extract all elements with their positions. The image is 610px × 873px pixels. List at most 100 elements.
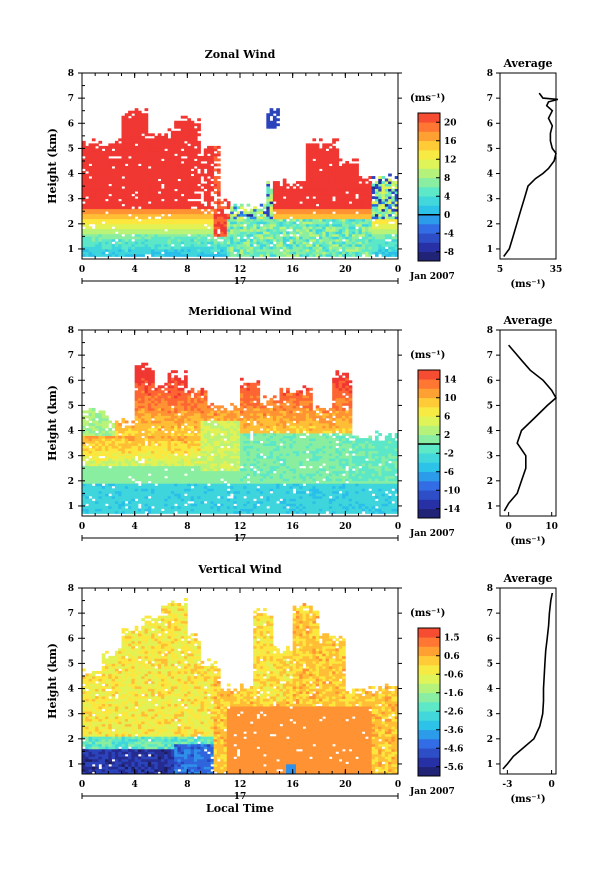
zonal-cell: [362, 244, 366, 247]
zonal-cell: [276, 111, 280, 114]
zonal-cell: [276, 184, 280, 187]
zonal-cell: [270, 189, 274, 192]
zonal-cell: [319, 184, 323, 187]
zonal-cell: [98, 174, 102, 177]
zonal-cell: [362, 234, 366, 237]
meridional-cell: [141, 426, 145, 429]
zonal-cell: [194, 221, 198, 224]
zonal-cell: [296, 224, 300, 227]
meridional-cell: [112, 471, 116, 474]
meridional-cell: [95, 441, 99, 444]
meridional-cell: [108, 486, 112, 489]
meridional-cell: [105, 436, 109, 439]
zonal-cell: [227, 239, 231, 242]
zonal-cell: [135, 146, 139, 149]
meridional-cell: [135, 410, 139, 413]
zonal-cell: [365, 226, 369, 229]
zonal-cell: [230, 206, 234, 209]
zonal-cell: [115, 153, 119, 156]
zonal-cell: [306, 254, 310, 257]
meridional-cell: [145, 375, 149, 378]
zonal-cell: [102, 176, 106, 179]
zonal-cell: [108, 234, 112, 237]
zonal-cell: [359, 184, 363, 187]
zonal-cell: [98, 179, 102, 182]
zonal-cell: [168, 146, 172, 149]
zonal-cell: [289, 224, 293, 227]
meridional-cell: [138, 493, 142, 496]
meridional-cell: [122, 428, 126, 431]
zonal-cell: [227, 224, 231, 227]
meridional-cell: [138, 508, 142, 511]
zonal-cell: [112, 163, 116, 166]
zonal-cell: [352, 246, 356, 249]
zonal-cell: [148, 169, 152, 172]
zonal-cell: [309, 181, 313, 184]
meridional-cell: [135, 375, 139, 378]
zonal-cell: [385, 219, 389, 222]
zonal-cell: [316, 189, 320, 192]
zonal-cell: [102, 158, 106, 161]
zonal-cell: [204, 229, 208, 232]
zonal-cell: [306, 214, 310, 217]
meridional-cell: [164, 393, 168, 396]
zonal-cell: [319, 214, 323, 217]
zonal-cell: [164, 189, 168, 192]
zonal-cell: [332, 221, 336, 224]
meridional-cell: [89, 433, 93, 436]
meridional-cell: [154, 471, 158, 474]
zonal-cell: [293, 209, 297, 212]
zonal-cell: [171, 204, 175, 207]
zonal-cell: [276, 199, 280, 202]
zonal-cell: [214, 163, 218, 166]
zonal-cell: [378, 184, 382, 187]
zonal-cell: [171, 141, 175, 144]
zonal-cell: [332, 189, 336, 192]
zonal-cell: [349, 174, 353, 177]
zonal-cell: [339, 194, 343, 197]
zonal-cell: [187, 128, 191, 131]
zonal-cell: [184, 196, 188, 199]
zonal-cell: [326, 156, 330, 159]
meridional-cell: [148, 451, 152, 454]
meridional-cell: [105, 441, 109, 444]
meridional-cell: [174, 388, 178, 391]
zonal-cell: [112, 151, 116, 154]
meridional-cell: [108, 476, 112, 479]
zonal-cell: [388, 244, 392, 247]
meridional-cell: [95, 481, 99, 484]
zonal-cell: [98, 239, 102, 242]
meridional-cell: [168, 511, 172, 514]
zonal-cell: [276, 251, 280, 254]
zonal-cell: [230, 216, 234, 219]
zonal-cell: [151, 186, 155, 189]
zonal-cell: [322, 209, 326, 212]
zonal-cell: [125, 131, 129, 134]
zonal-cell: [141, 191, 145, 194]
zonal-cell: [303, 199, 307, 202]
zonal-cell: [210, 231, 214, 234]
zonal-cell: [319, 179, 323, 182]
zonal-cell: [118, 153, 122, 156]
zonal-cell: [388, 249, 392, 252]
zonal-cell: [227, 241, 231, 244]
zonal-cell: [339, 234, 343, 237]
zonal-cell: [151, 146, 155, 149]
zonal-cell: [89, 143, 93, 146]
zonal-cell: [309, 236, 313, 239]
zonal-cell: [187, 179, 191, 182]
zonal-cell: [233, 204, 237, 207]
meridional-cell: [112, 423, 116, 426]
meridional-cell: [82, 448, 86, 451]
zonal-cell: [322, 186, 326, 189]
zonal-cell: [365, 184, 369, 187]
zonal-cell: [326, 224, 330, 227]
zonal-cell: [187, 133, 191, 136]
zonal-cell: [115, 141, 119, 144]
meridional-cell: [135, 493, 139, 496]
meridional-cell: [128, 438, 132, 441]
zonal-cell: [293, 231, 297, 234]
zonal-cell: [201, 158, 205, 161]
zonal-cell: [335, 249, 339, 252]
meridional-cell: [141, 375, 145, 378]
